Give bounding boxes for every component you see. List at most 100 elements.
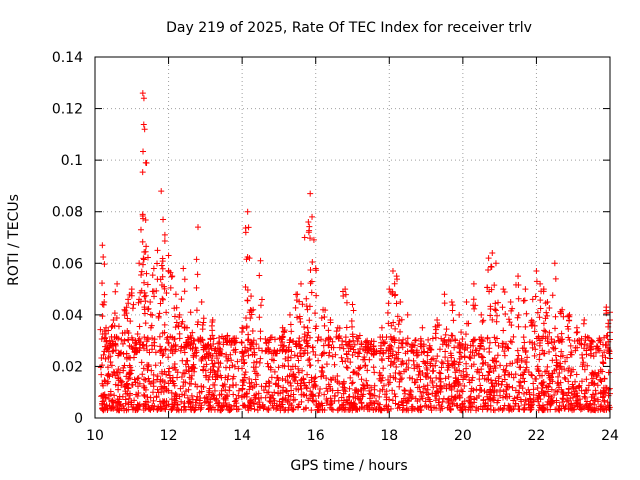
data-point — [418, 343, 425, 350]
data-point — [485, 267, 492, 274]
data-point — [541, 350, 548, 357]
data-point — [499, 378, 506, 385]
data-point — [515, 273, 522, 280]
data-point — [495, 380, 502, 387]
data-point — [144, 361, 151, 368]
data-point — [209, 360, 216, 367]
data-point — [440, 395, 447, 402]
data-point — [326, 383, 333, 390]
data-point — [519, 385, 526, 392]
data-point — [487, 395, 494, 402]
data-point — [492, 339, 499, 346]
data-point — [418, 349, 425, 356]
data-point — [194, 383, 201, 390]
data-point — [267, 364, 274, 371]
data-point — [413, 349, 420, 356]
data-point — [549, 378, 556, 385]
data-point — [504, 344, 511, 351]
data-point — [160, 216, 167, 223]
data-point — [425, 336, 432, 343]
data-point — [484, 405, 491, 412]
data-point — [539, 372, 546, 379]
data-point — [269, 392, 276, 399]
data-point — [304, 306, 311, 313]
data-point — [551, 338, 558, 345]
data-point — [453, 402, 460, 409]
data-point — [523, 310, 530, 317]
data-point — [313, 397, 320, 404]
data-point — [342, 291, 349, 298]
data-point — [600, 341, 607, 348]
data-point — [297, 344, 304, 351]
data-point — [515, 323, 522, 330]
data-point — [285, 344, 292, 351]
data-point — [525, 386, 532, 393]
data-point — [178, 296, 185, 303]
data-point — [388, 343, 395, 350]
data-point — [182, 361, 189, 368]
data-point — [287, 336, 294, 343]
data-point — [108, 362, 115, 369]
data-point — [109, 322, 116, 329]
data-point — [158, 188, 165, 195]
data-point — [415, 371, 422, 378]
data-point — [111, 310, 118, 317]
data-point — [157, 359, 164, 366]
data-point — [424, 349, 431, 356]
data-point — [334, 389, 341, 396]
data-point — [433, 326, 440, 333]
data-point — [349, 333, 356, 340]
data-point — [186, 398, 193, 405]
data-point — [379, 374, 386, 381]
data-point — [510, 374, 517, 381]
data-point — [441, 300, 448, 307]
data-point — [370, 406, 377, 413]
data-point — [193, 402, 200, 409]
data-point — [158, 282, 165, 289]
data-point — [356, 345, 363, 352]
data-point — [466, 354, 473, 361]
data-point — [158, 389, 165, 396]
data-point — [564, 323, 571, 330]
data-point — [109, 348, 116, 355]
y-tick-label: 0.14 — [52, 50, 83, 66]
data-point — [494, 335, 501, 342]
data-point — [342, 358, 349, 365]
data-point — [491, 282, 498, 289]
data-point — [349, 352, 356, 358]
data-point — [458, 372, 465, 379]
data-point — [574, 344, 581, 351]
data-point — [378, 356, 385, 363]
data-point — [163, 371, 170, 378]
data-point — [387, 373, 394, 380]
data-point — [508, 307, 515, 314]
data-point — [265, 389, 272, 396]
data-point — [599, 352, 606, 359]
data-point — [184, 394, 191, 401]
data-point — [321, 407, 328, 414]
data-point — [257, 257, 264, 264]
data-point — [398, 316, 405, 323]
data-point — [125, 406, 132, 413]
data-point — [428, 407, 435, 414]
data-point — [251, 406, 258, 413]
data-point — [461, 383, 468, 390]
data-point — [490, 388, 497, 395]
data-point — [345, 393, 352, 400]
data-point — [472, 302, 479, 309]
data-point — [564, 354, 571, 361]
x-tick-label: 10 — [86, 428, 104, 444]
data-point — [235, 392, 242, 399]
data-point — [399, 407, 406, 414]
data-point — [132, 340, 139, 347]
data-point — [479, 372, 486, 379]
data-point — [515, 295, 522, 302]
data-point — [342, 388, 349, 395]
data-point — [364, 367, 371, 374]
data-point — [165, 339, 172, 346]
data-point — [246, 376, 253, 383]
data-point — [318, 367, 325, 374]
data-point — [228, 357, 235, 364]
data-point — [169, 273, 176, 280]
data-point — [424, 370, 431, 377]
